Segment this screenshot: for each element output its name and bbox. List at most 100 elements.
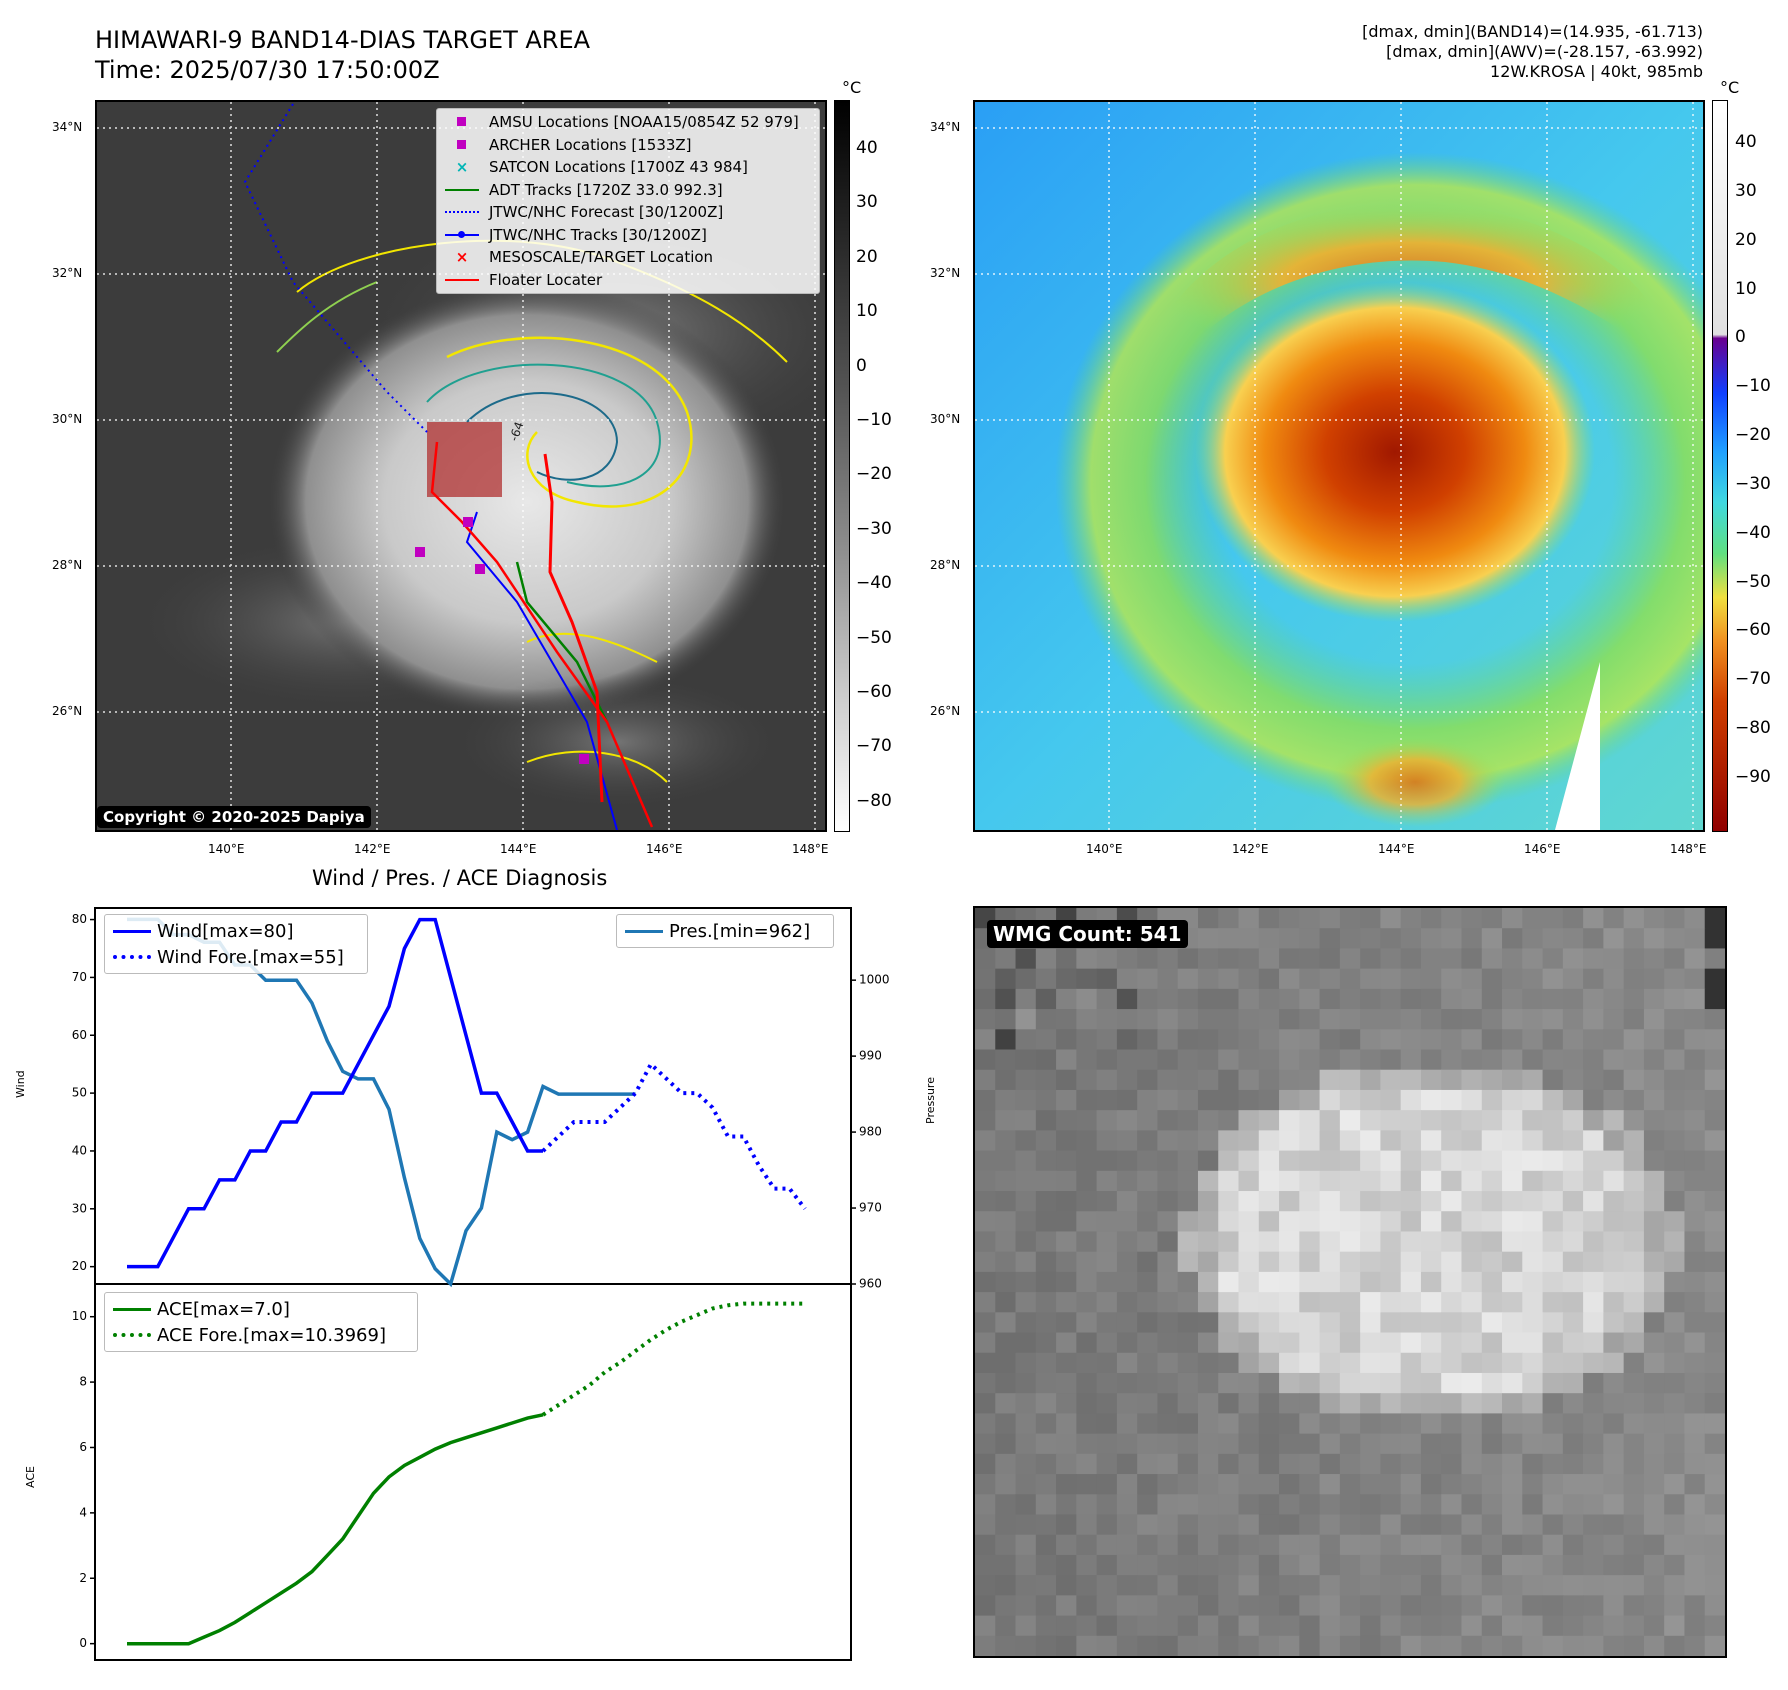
legend-item: Floater Locater — [437, 269, 819, 292]
wmg-pixel — [975, 1089, 996, 1111]
wmg-pixel — [1056, 1554, 1077, 1576]
wmg-pixel — [1420, 1575, 1442, 1596]
legend-label: ARCHER Locations [1533Z] — [489, 135, 692, 154]
wmg-pixel — [1238, 1595, 1260, 1617]
wmg-pixel — [1704, 1393, 1725, 1415]
wmg-pixel — [1583, 1130, 1604, 1152]
wmg-pixel — [1157, 1615, 1179, 1637]
wmg-pixel — [1197, 1049, 1219, 1071]
legend-label: MESOSCALE/TARGET Location — [489, 248, 714, 267]
ir-colorbar — [834, 100, 850, 832]
wmg-pixel — [1360, 1575, 1382, 1596]
wmg-pixel — [1096, 1150, 1118, 1172]
wmg-pixel — [1279, 1474, 1300, 1495]
wmg-pixel — [1420, 1413, 1442, 1435]
wmg-pixel — [1522, 1534, 1544, 1556]
wmg-pixel — [1076, 1514, 1098, 1536]
wmg-pixel — [1035, 1271, 1057, 1293]
wmg-pixel — [975, 1474, 996, 1495]
wmg-pixel — [1319, 1534, 1341, 1556]
colorbar-tick-label: −30 — [856, 518, 892, 539]
wmg-pixel — [1643, 1150, 1665, 1172]
wmg-pixel — [1177, 1170, 1199, 1192]
wmg-pixel — [1116, 968, 1138, 990]
wmg-pixel — [1481, 1150, 1503, 1172]
wmg-pixel — [1502, 1635, 1523, 1656]
wmg-pixel — [1035, 1130, 1057, 1152]
wmg-pixel — [1643, 1170, 1665, 1192]
wmg-pixel — [1583, 1332, 1604, 1354]
wmg-pixel — [1664, 928, 1686, 950]
wmg-pixel — [1319, 1453, 1341, 1475]
wmg-pixel — [1177, 1615, 1199, 1637]
wmg-pixel — [1197, 1312, 1219, 1334]
wmg-pixel — [975, 968, 996, 990]
wmg-pixel — [1542, 988, 1564, 1010]
wmg-pixel — [1116, 1191, 1138, 1212]
wmg-pixel — [1279, 1292, 1300, 1313]
wmg-pixel — [1218, 1251, 1240, 1273]
wmg-pixel — [995, 1110, 1017, 1131]
ace-line — [127, 1413, 544, 1646]
wmg-pixel — [1502, 1575, 1523, 1596]
wmg-pixel — [1623, 1191, 1645, 1212]
wmg-pixel — [1258, 1312, 1280, 1334]
wmg-pixel — [1279, 1170, 1300, 1192]
wmg-pixel — [1420, 1352, 1442, 1374]
wmg-pixel — [1258, 1130, 1280, 1152]
wmg-pixel — [1056, 1191, 1077, 1212]
wmg-pixel — [1684, 1352, 1706, 1374]
wmg-pixel — [1137, 1615, 1159, 1637]
wmg-pixel — [1603, 1372, 1625, 1394]
wmg-pixel — [1116, 1474, 1138, 1495]
wmg-pixel — [1157, 1352, 1179, 1374]
wmg-pixel — [1481, 1352, 1503, 1374]
wmg-pixel — [1380, 948, 1402, 970]
wmg-pixel — [1076, 988, 1098, 1010]
wmg-pixel — [1157, 1211, 1179, 1233]
wmg-pixel — [1218, 1635, 1240, 1656]
wmg-pixel — [1542, 1069, 1564, 1091]
wmg-pixel — [1137, 1211, 1159, 1233]
wmg-pixel — [1177, 1191, 1199, 1212]
wmg-pixel — [1704, 1352, 1725, 1374]
wmg-pixel — [1502, 1534, 1523, 1556]
wmg-pixel — [1603, 1211, 1625, 1233]
wmg-pixel — [1197, 1231, 1219, 1253]
wmg-pixel — [1319, 1150, 1341, 1172]
wmg-pixel — [1542, 1029, 1564, 1051]
lon-label: 146°E — [1524, 842, 1561, 856]
wmg-pixel — [1258, 1332, 1280, 1354]
wmg-pixel — [1400, 1595, 1422, 1617]
wmg-pixel — [1218, 1110, 1240, 1131]
wmg-pixel — [1116, 1332, 1138, 1354]
wmg-pixel — [1664, 1271, 1686, 1293]
wmg-pixel — [1137, 988, 1159, 1010]
wmg-pixel — [1400, 1271, 1422, 1293]
lon-label: 140°E — [1086, 842, 1123, 856]
wmg-pixel — [1704, 1251, 1725, 1273]
wmg-pixel — [1116, 1251, 1138, 1273]
wmg-pixel — [1279, 1575, 1300, 1596]
wmg-pixel — [1542, 1271, 1564, 1293]
wmg-pixel — [1015, 1049, 1037, 1071]
wmg-pixel — [1420, 1271, 1442, 1293]
wmg-pixel — [1035, 1009, 1057, 1030]
wmg-pixel — [1197, 1575, 1219, 1596]
wmg-pixel — [1218, 1474, 1240, 1495]
wmg-pixel — [1360, 1433, 1382, 1455]
wmg-pixel — [1258, 968, 1280, 990]
colorbar-tick-label: 20 — [856, 246, 878, 267]
wmg-pixel — [1562, 948, 1584, 970]
wmg-pixel — [1542, 1635, 1564, 1656]
wmg-pixel — [1461, 988, 1483, 1010]
wmg-pixel — [1157, 1514, 1179, 1536]
wmg-pixel — [1603, 1231, 1625, 1253]
wmg-pixel — [1035, 1474, 1057, 1495]
wmg-pixel — [1238, 908, 1260, 929]
wmg-pixel — [1441, 1595, 1463, 1617]
wmg-pixel — [1137, 1110, 1159, 1131]
wmg-pixel — [1076, 1271, 1098, 1293]
wmg-pixel — [1583, 1393, 1604, 1415]
legend-label: JTWC/NHC Tracks [30/1200Z] — [489, 225, 707, 244]
